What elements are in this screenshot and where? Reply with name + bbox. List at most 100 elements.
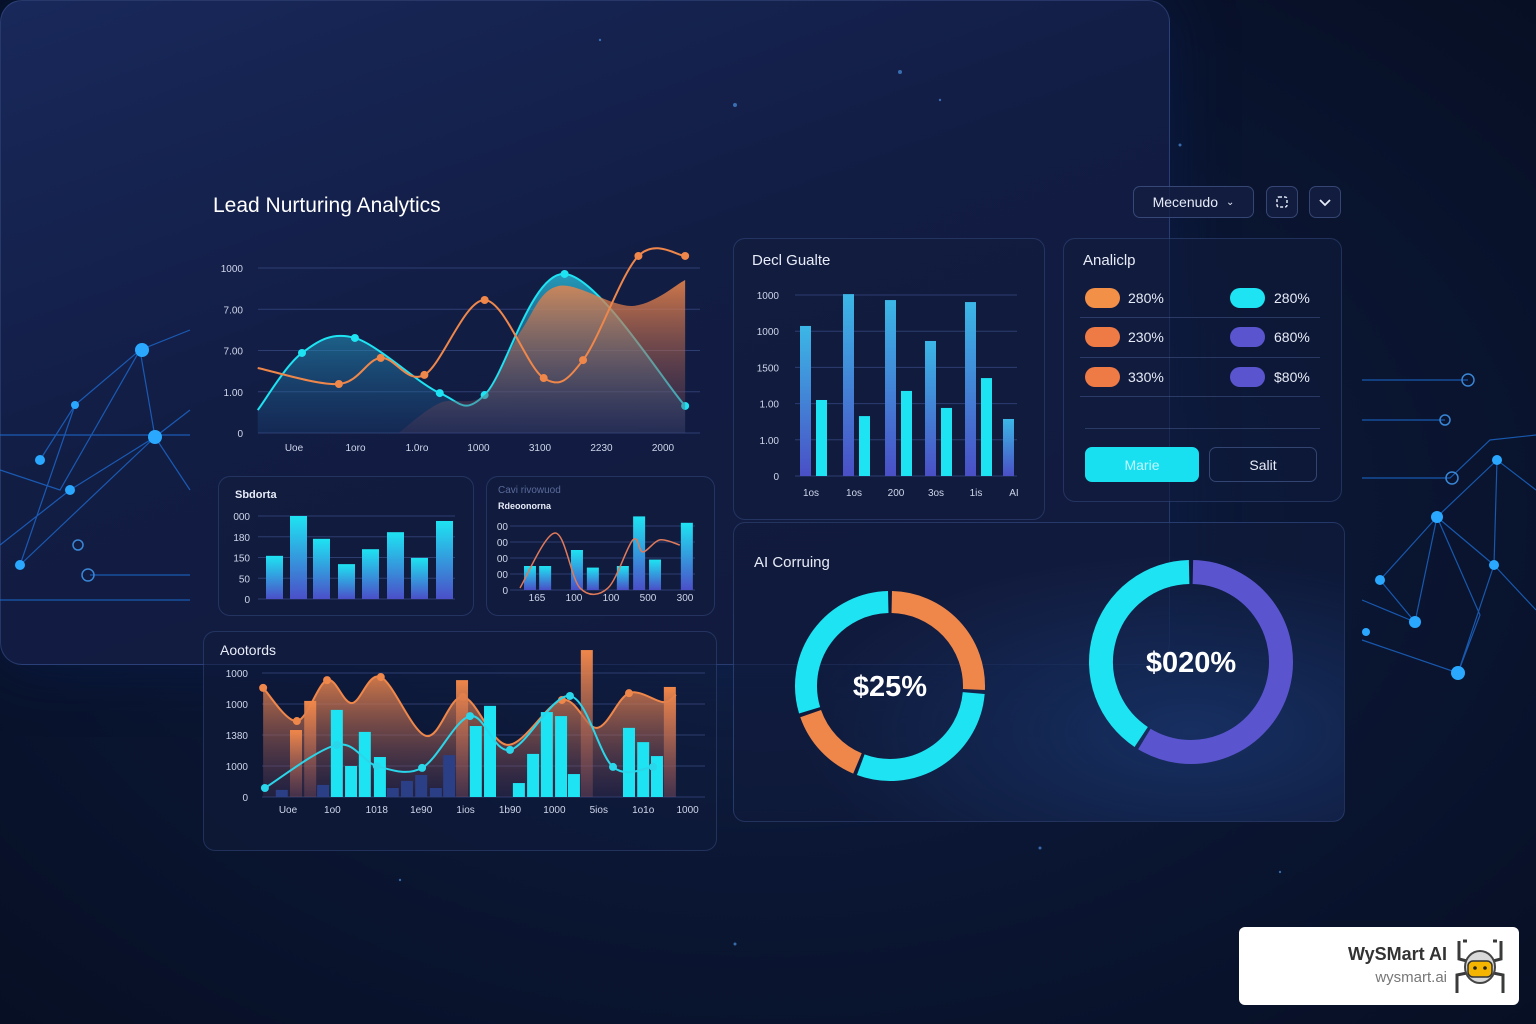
bar <box>663 686 676 797</box>
x-tick-label: 2000 <box>652 443 675 454</box>
data-point <box>435 389 444 398</box>
ai-panel-title: AI Corruing <box>754 554 830 571</box>
bar <box>570 550 583 590</box>
x-tick-label: 100 <box>566 593 583 604</box>
series-line <box>519 532 681 596</box>
bar <box>616 566 629 590</box>
data-point <box>565 691 574 700</box>
x-tick-label: 200 <box>888 488 905 499</box>
legend-value: 230% <box>1128 329 1164 345</box>
divider <box>1080 317 1320 318</box>
data-point <box>648 762 657 771</box>
y-tick-label: 1.00 <box>760 400 780 411</box>
bar <box>925 340 936 476</box>
x-tick-label: 1.0ro <box>406 443 429 454</box>
y-tick-label: 00 <box>497 538 509 549</box>
brand-url: wysmart.ai <box>1375 969 1447 986</box>
data-point <box>259 683 268 692</box>
bar <box>313 538 330 599</box>
bar <box>816 399 827 476</box>
donut-slice <box>1138 560 1293 764</box>
y-tick-label: 0 <box>242 793 248 804</box>
donut-slice <box>856 691 985 781</box>
data-point <box>634 251 643 260</box>
x-tick-label: AI <box>1009 488 1018 499</box>
aootords-title: Aootords <box>220 642 277 658</box>
y-tick-label: 1380 <box>226 731 249 742</box>
y-tick-label: 1500 <box>757 363 780 374</box>
y-tick-label: 1000 <box>221 264 244 275</box>
bar <box>885 300 896 476</box>
x-tick-label: 3os <box>928 488 944 499</box>
bar <box>317 784 330 797</box>
branding-badge: WySMart AI wysmart.ai <box>1239 927 1519 1005</box>
data-point <box>539 374 548 383</box>
data-point <box>297 348 306 357</box>
bar <box>289 730 302 797</box>
data-point <box>560 269 569 278</box>
data-point <box>609 762 618 771</box>
legend-value: 680% <box>1274 329 1310 345</box>
y-tick-label: 180 <box>233 533 250 544</box>
bar <box>386 788 399 797</box>
bar <box>649 559 662 590</box>
y-tick-label: 0 <box>502 586 508 597</box>
x-tick-label: 100 <box>603 593 620 604</box>
page-title: Lead Nurturing Analytics <box>213 194 441 217</box>
brand-name: WySMart AI <box>1347 944 1447 964</box>
combo-title: Cavi rivowuod <box>498 485 561 496</box>
donut-slice <box>800 709 863 774</box>
divider <box>1080 357 1320 358</box>
bar <box>400 780 413 797</box>
marie-button[interactable]: Marie <box>1085 447 1199 482</box>
y-tick-label: 0 <box>237 429 243 440</box>
bar <box>358 731 371 797</box>
combo-panel <box>486 476 715 616</box>
deal-chart-title: Decl Gualte <box>752 252 831 269</box>
settings-button[interactable] <box>1266 186 1298 218</box>
combo-subtitle: Rdeoonorna <box>498 501 551 511</box>
bar <box>580 650 593 797</box>
bar <box>539 566 552 590</box>
series-area <box>398 280 686 433</box>
ai-panel <box>733 522 1345 822</box>
x-tick-label: Uoe <box>279 805 298 816</box>
x-tick-label: 1000 <box>676 805 699 816</box>
robot-spider-logo-icon <box>1455 939 1505 993</box>
y-tick-label: 1000 <box>226 669 249 680</box>
y-tick-label: 00 <box>497 522 509 533</box>
donut-slice <box>891 591 985 690</box>
expand-button[interactable] <box>1309 186 1341 218</box>
dropdown-label: Mecenudo <box>1152 194 1218 210</box>
bar <box>436 520 453 599</box>
y-tick-label: 00 <box>497 554 509 565</box>
y-tick-label: 0 <box>773 472 779 483</box>
bar <box>290 516 307 599</box>
legend-value: 330% <box>1128 369 1164 385</box>
legend-value: $80% <box>1274 369 1310 385</box>
data-point <box>579 356 588 365</box>
bar <box>523 566 536 590</box>
bar <box>338 564 355 599</box>
data-point <box>506 745 514 754</box>
data-point <box>376 673 385 682</box>
y-tick-label: 1.00 <box>224 388 244 399</box>
bar <box>680 522 693 590</box>
salit-button[interactable]: Salit <box>1209 447 1317 482</box>
bar <box>901 390 912 476</box>
legend-swatch <box>1230 367 1265 387</box>
view-dropdown[interactable]: Mecenudo ⌄ <box>1133 186 1254 218</box>
y-tick-label: 000 <box>233 512 250 523</box>
x-tick-label: Uoe <box>285 443 304 454</box>
y-tick-label: 1.00 <box>760 436 780 447</box>
data-point <box>624 689 633 698</box>
x-tick-label: 1000 <box>467 443 490 454</box>
x-tick-label: 1e90 <box>410 805 433 816</box>
x-tick-label: 1b90 <box>499 805 522 816</box>
donut-center-label: $25% <box>853 671 927 703</box>
legend-value: 280% <box>1128 290 1164 306</box>
x-tick-label: 300 <box>677 593 694 604</box>
y-tick-label: 00 <box>497 570 509 581</box>
sbdorta-title: Sbdorta <box>235 489 277 501</box>
